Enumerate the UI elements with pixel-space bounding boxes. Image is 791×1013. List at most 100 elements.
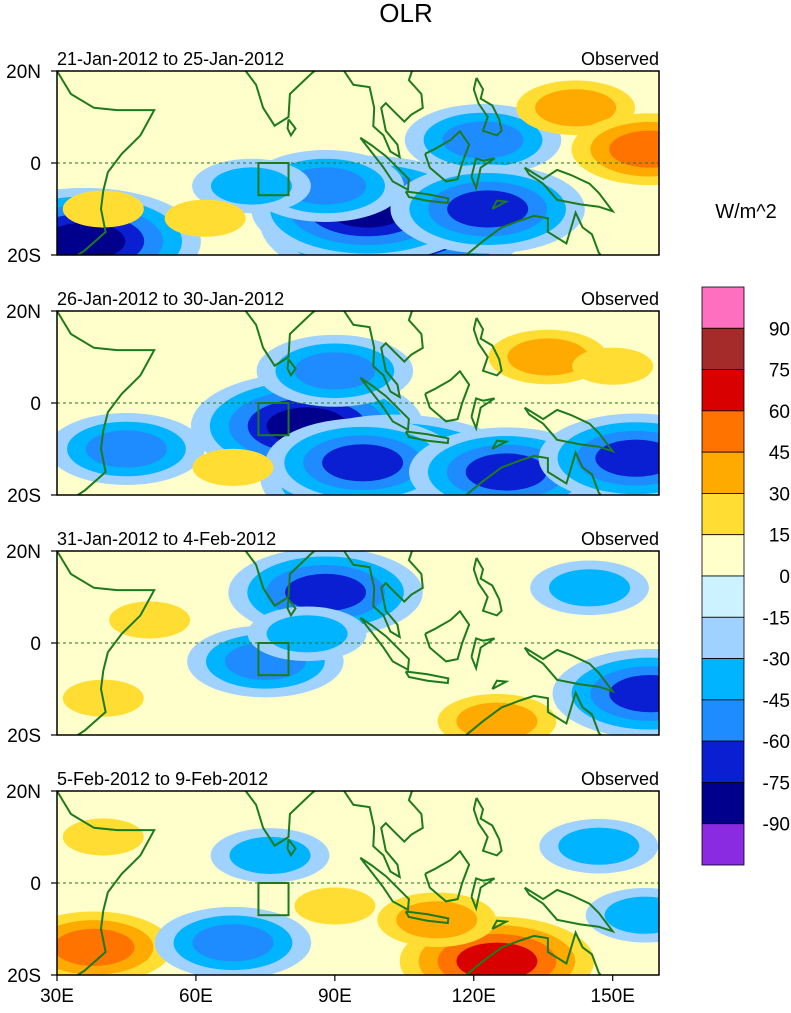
y-tick-label: 0 xyxy=(30,874,41,895)
colorbar-unit: W/m^2 xyxy=(715,201,777,223)
x-tick-label: 150E xyxy=(591,986,635,1007)
coastline xyxy=(343,311,424,399)
colorbar-level-label: 15 xyxy=(769,526,790,547)
panel-date-range: 31-Jan-2012 to 4-Feb-2012 xyxy=(57,529,276,549)
coastline xyxy=(359,616,410,672)
colorbar-level-label: 0 xyxy=(779,567,790,588)
panel-2: 26-Jan-2012 to 30-Jan-2012 Observed 20N 0 20… xyxy=(6,289,660,507)
colorbar-swatch xyxy=(701,699,745,742)
chart-title: OLR xyxy=(379,0,432,28)
x-tick-label: 60E xyxy=(179,986,213,1007)
coastline xyxy=(472,557,503,617)
anomaly-contour xyxy=(62,818,144,856)
colorbar-level-label: 30 xyxy=(769,484,790,505)
coastline xyxy=(470,877,496,912)
y-tick-label: 0 xyxy=(30,634,41,655)
coastline xyxy=(424,609,471,663)
coastline xyxy=(244,551,317,608)
y-tick-label: 20N xyxy=(6,302,41,323)
colorbar-swatch xyxy=(701,369,745,412)
y-tick-label: 20S xyxy=(7,246,41,267)
colorbar-swatch xyxy=(701,534,745,577)
anomaly-contour xyxy=(192,448,274,486)
anomaly-contour xyxy=(549,569,631,607)
y-tick-label: 20N xyxy=(6,62,41,83)
anomaly-contour xyxy=(57,222,126,255)
y-tick-label: 20S xyxy=(7,726,41,747)
panels: 21-Jan-2012 to 25-Jan-2012 Observed 20N 0 20… xyxy=(6,49,660,987)
panel-4: 5-Feb-2012 to 9-Feb-2012 Observed 20N 0 20S xyxy=(6,769,660,987)
anomaly-contour xyxy=(294,352,376,390)
colorbar-level-label: 60 xyxy=(769,402,790,423)
colorbar-swatch xyxy=(701,493,745,536)
colorbar-level-label: -60 xyxy=(763,732,790,753)
panel-label: Observed xyxy=(581,289,659,309)
x-axis: 30E 60E 90E 120E 150E xyxy=(40,975,635,1007)
colorbar: W/m^2 90 75 60 45 30 15 0 -15 -30 -45 -60 -75 -90 xyxy=(701,201,790,866)
colorbar-level-label: -15 xyxy=(763,608,790,629)
colorbar-level-label: -45 xyxy=(763,691,790,712)
colorbar-level-label: 45 xyxy=(769,443,790,464)
coastline xyxy=(343,71,424,159)
anomaly-contour xyxy=(294,887,376,925)
y-tick-label: 0 xyxy=(30,394,41,415)
anomaly-contour xyxy=(465,453,547,491)
coastline xyxy=(470,637,496,672)
coastline xyxy=(464,689,602,735)
anomaly-field xyxy=(57,71,659,255)
anomaly-contour xyxy=(558,827,640,865)
anomaly-contour xyxy=(57,928,135,966)
coastline xyxy=(491,919,510,930)
anomaly-contour xyxy=(396,901,478,939)
anomaly-contour xyxy=(604,896,659,934)
panel-date-range: 26-Jan-2012 to 30-Jan-2012 xyxy=(57,289,284,309)
anomaly-contour xyxy=(109,601,191,639)
coastline xyxy=(57,551,156,735)
anomaly-contour xyxy=(164,199,246,237)
colorbar-swatch xyxy=(701,740,745,783)
coastline xyxy=(523,886,616,934)
x-tick-label: 120E xyxy=(452,986,496,1007)
colorbar-level-label: 75 xyxy=(769,361,790,382)
coastline xyxy=(470,157,496,192)
anomaly-contour xyxy=(229,836,311,875)
coastline xyxy=(343,551,424,639)
x-tick-label: 30E xyxy=(40,986,74,1007)
anomaly-contour xyxy=(535,89,617,127)
coastline xyxy=(244,791,317,848)
anomaly-contour xyxy=(447,190,529,228)
anomaly-contour xyxy=(442,121,524,159)
colorbar-swatch xyxy=(701,327,745,370)
anomaly-contour xyxy=(192,924,274,962)
coastline xyxy=(244,311,317,368)
coastline xyxy=(404,430,450,445)
anomaly-contour xyxy=(62,190,144,228)
anomaly-contour xyxy=(285,573,367,612)
coastline xyxy=(424,129,471,183)
colorbar-level-label: -30 xyxy=(763,650,790,671)
panel-3: 31-Jan-2012 to 4-Feb-2012 Observed 20N 0 20S xyxy=(6,529,660,747)
colorbar-swatch xyxy=(701,782,745,825)
index-box xyxy=(257,882,290,917)
colorbar-level-label: 90 xyxy=(769,319,790,340)
coastline xyxy=(523,646,616,694)
coastline xyxy=(404,910,450,925)
anomaly-contour xyxy=(85,430,167,468)
coastline xyxy=(404,670,450,685)
panel-label: Observed xyxy=(581,769,659,789)
coastline xyxy=(472,77,503,137)
index-box xyxy=(257,642,290,677)
anomaly-contour xyxy=(609,130,659,168)
coastline xyxy=(523,406,616,454)
colorbar-swatch xyxy=(701,286,745,329)
colorbar-swatch xyxy=(701,410,745,453)
coastline xyxy=(359,376,410,432)
coastline xyxy=(464,449,602,495)
coastline xyxy=(424,369,471,423)
colorbar-swatch xyxy=(701,575,745,618)
colorbar-swatch xyxy=(701,823,745,866)
anomaly-field xyxy=(57,791,659,975)
anomaly-contour xyxy=(210,167,292,205)
coastline xyxy=(464,209,602,255)
